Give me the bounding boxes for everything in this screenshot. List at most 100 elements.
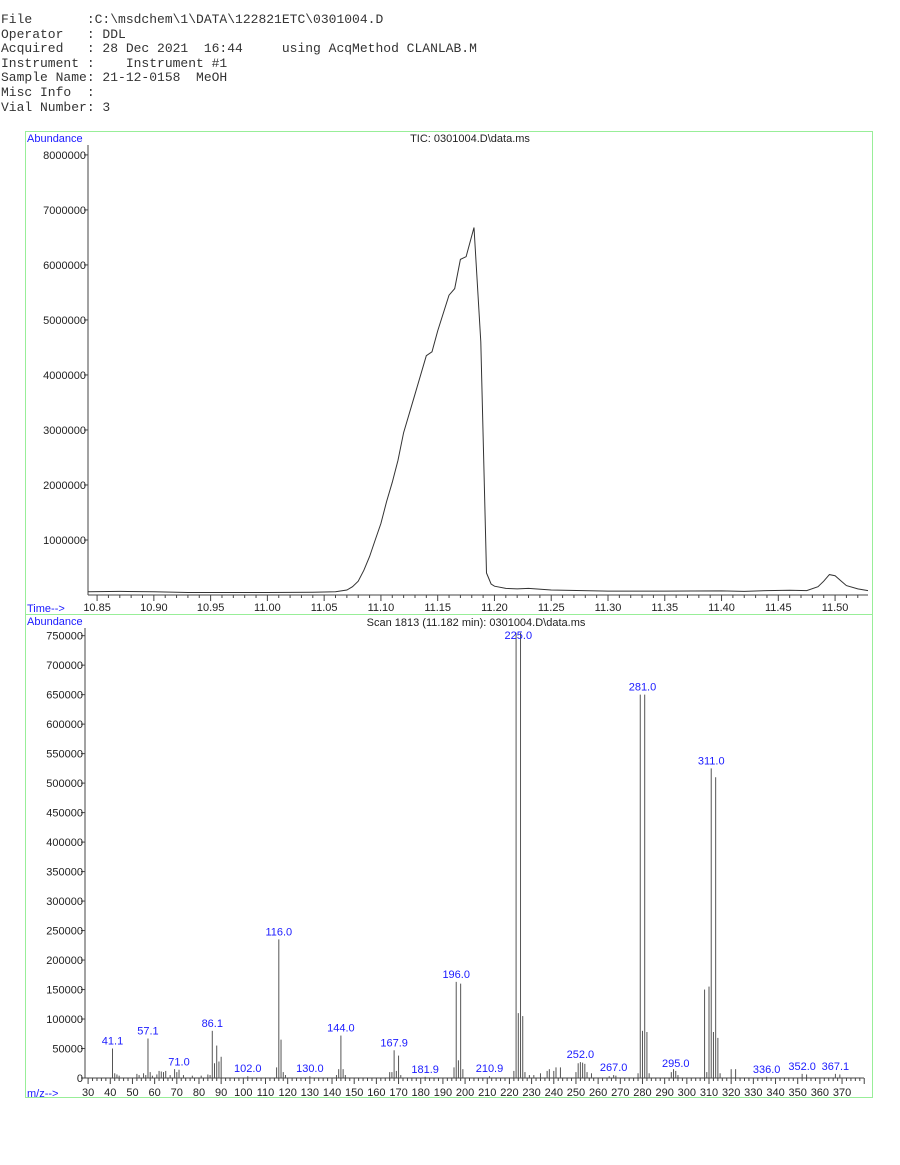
tic-y-tick-label: 7000000	[43, 205, 86, 217]
header-line: Misc Info :	[1, 84, 95, 100]
tic-x-tick-label: 10.90	[140, 602, 168, 614]
tic-x-tick-label: 11.05	[311, 602, 338, 614]
file-header: File :C:\msdchem\1\DATA\122821ETC\030100…	[1, 12, 477, 115]
ms-peak-label: 267.0	[600, 1062, 628, 1074]
ms-peak-label: 102.0	[234, 1063, 262, 1075]
ms-y-tick-label: 500000	[46, 778, 83, 790]
tic-x-tick-label: 11.35	[651, 602, 678, 614]
tic-y-tick-label: 3000000	[43, 425, 86, 437]
ms-peak-label: 196.0	[442, 969, 470, 981]
ms-y-tick-label: 0	[77, 1073, 83, 1085]
ms-x-tick-label: 140	[323, 1087, 341, 1099]
tic-x-tick-label: 10.85	[83, 602, 111, 614]
ms-peak-label: 225.0	[505, 630, 533, 642]
ms-peak-label: 130.0	[296, 1063, 324, 1075]
ms-peak-label: 367.1	[822, 1061, 850, 1073]
ms-peak-label: 167.9	[380, 1037, 408, 1049]
ms-y-tick-label: 650000	[46, 690, 83, 702]
tic-x-tick-label: 10.95	[197, 602, 225, 614]
ms-x-tick-label: 280	[633, 1087, 651, 1099]
tic-x-tick-label: 11.15	[424, 602, 451, 614]
ms-x-tick-label: 130	[301, 1087, 319, 1099]
tic-x-tick-label: 11.45	[765, 602, 792, 614]
ms-peak-label: 252.0	[567, 1049, 595, 1061]
ms-x-tick-label: 110	[257, 1087, 275, 1099]
ms-x-tick-label: 220	[500, 1087, 518, 1099]
ms-y-tick-label: 200000	[46, 955, 83, 967]
header-line: Vial Number: 3	[1, 99, 111, 115]
tic-x-tick-label: 11.40	[708, 602, 735, 614]
ms-peak-label: 181.9	[411, 1064, 439, 1076]
ms-x-tick-label: 330	[744, 1087, 762, 1099]
ms-peak-label: 295.0	[662, 1058, 690, 1070]
tic-trace	[87, 227, 869, 593]
tic-x-tick-label: 11.25	[538, 602, 565, 614]
ms-peak-label: 352.0	[788, 1061, 816, 1073]
ms-y-tick-label: 150000	[46, 985, 83, 997]
tic-y-tick-label: 2000000	[43, 480, 86, 492]
ms-x-tick-label: 180	[412, 1087, 430, 1099]
ms-y-tick-label: 550000	[46, 749, 83, 761]
header-line: Operator : DDL	[1, 26, 126, 42]
ms-x-tick-label: 340	[766, 1087, 784, 1099]
ms-x-tick-label: 70	[171, 1087, 183, 1099]
tic-ylabel: Abundance	[27, 133, 83, 145]
tic-frame	[25, 131, 873, 615]
ms-peak-label: 71.0	[168, 1057, 189, 1069]
ms-x-tick-label: 200	[456, 1087, 474, 1099]
ms-peak-label: 336.0	[753, 1064, 781, 1076]
ms-x-tick-label: 190	[434, 1087, 452, 1099]
ms-y-tick-label: 100000	[46, 1014, 83, 1026]
tic-title: TIC: 0301004.D\data.ms	[410, 133, 530, 145]
ms-xlabel: m/z-->	[27, 1088, 58, 1100]
tic-x-tick-label: 11.30	[595, 602, 622, 614]
tic-x-tick-label: 11.10	[368, 602, 395, 614]
ms-x-tick-label: 350	[789, 1087, 807, 1099]
ms-x-tick-label: 60	[149, 1087, 161, 1099]
ms-y-tick-label: 300000	[46, 896, 83, 908]
ms-x-tick-label: 210	[478, 1087, 496, 1099]
ms-x-tick-label: 170	[389, 1087, 407, 1099]
ms-x-tick-label: 120	[279, 1087, 297, 1099]
ms-x-tick-label: 100	[234, 1087, 252, 1099]
tic-xlabel: Time-->	[27, 603, 65, 615]
ms-x-tick-label: 40	[104, 1087, 116, 1099]
ms-x-tick-label: 30	[82, 1087, 94, 1099]
ms-x-tick-label: 360	[811, 1087, 829, 1099]
ms-x-tick-label: 290	[655, 1087, 673, 1099]
tic-y-tick-label: 5000000	[43, 315, 86, 327]
ms-x-tick-label: 270	[611, 1087, 629, 1099]
ms-x-tick-label: 260	[589, 1087, 607, 1099]
ms-x-tick-label: 150	[345, 1087, 363, 1099]
ms-y-tick-label: 600000	[46, 719, 83, 731]
ms-y-tick-label: 450000	[46, 808, 83, 820]
ms-peak-label: 86.1	[202, 1018, 223, 1030]
header-line: Instrument : Instrument #1	[1, 55, 228, 71]
tic-x-tick-label: 11.50	[822, 602, 849, 614]
ms-x-tick-label: 230	[522, 1087, 540, 1099]
ms-x-tick-label: 320	[722, 1087, 740, 1099]
tic-y-tick-label: 4000000	[43, 370, 86, 382]
ms-frame	[25, 614, 873, 1098]
ms-peak-label: 311.0	[698, 755, 725, 767]
ms-peak-label: 210.9	[476, 1063, 504, 1075]
tic-y-tick-label: 8000000	[43, 150, 86, 162]
ms-x-tick-label: 90	[215, 1087, 227, 1099]
ms-x-tick-label: 160	[367, 1087, 385, 1099]
ms-y-tick-label: 400000	[46, 837, 83, 849]
ms-y-tick-label: 50000	[52, 1044, 83, 1056]
ms-x-tick-label: 310	[700, 1087, 718, 1099]
header-line: Acquired : 28 Dec 2021 16:44 using AcqMe…	[1, 41, 477, 57]
ms-x-tick-label: 300	[678, 1087, 696, 1099]
ms-peak-label: 144.0	[327, 1023, 355, 1035]
ms-x-tick-label: 50	[126, 1087, 138, 1099]
ms-peak-label: 41.1	[102, 1036, 123, 1048]
tic-y-tick-label: 6000000	[43, 260, 86, 272]
ms-ylabel: Abundance	[27, 616, 83, 628]
header-line: File :C:\msdchem\1\DATA\122821ETC\030100…	[1, 12, 384, 27]
tic-y-tick-label: 1000000	[43, 535, 86, 547]
tic-x-tick-label: 11.20	[481, 602, 508, 614]
ms-peak-label: 57.1	[137, 1025, 158, 1037]
ms-y-tick-label: 750000	[46, 631, 83, 643]
